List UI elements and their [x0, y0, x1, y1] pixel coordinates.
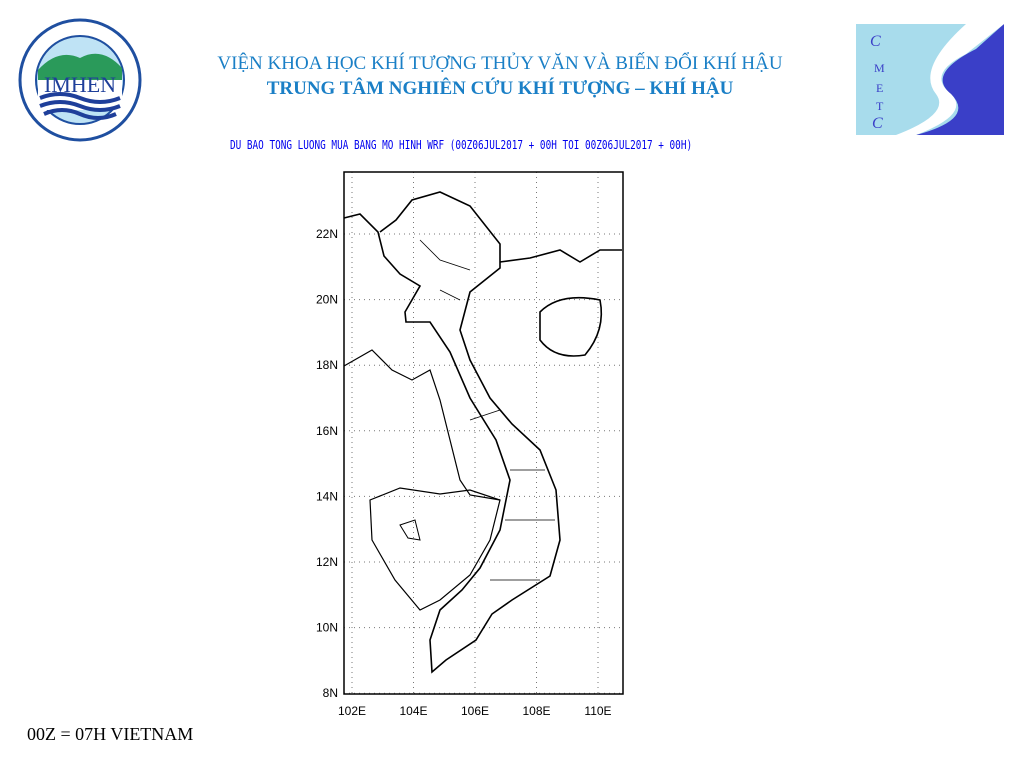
map-title: DU BAO TONG LUONG MUA BANG MO HINH WRF (… — [230, 138, 693, 152]
lon-tick-label: 104E — [399, 704, 427, 718]
map-frame — [343, 171, 624, 695]
svg-text:M: M — [874, 61, 885, 75]
lon-tick-label: 110E — [584, 704, 611, 718]
lat-tick-label: 12N — [316, 555, 338, 569]
lat-tick-label: 10N — [316, 621, 338, 635]
lat-tick-label: 14N — [316, 489, 338, 503]
lon-tick-label: 106E — [461, 704, 489, 718]
svg-text:IMHEN: IMHEN — [44, 72, 116, 97]
timezone-note: 00Z = 07H VIETNAM — [27, 724, 194, 744]
svg-text:C: C — [870, 33, 881, 50]
svg-text:C: C — [872, 115, 883, 132]
coastline-and-borders — [343, 191, 622, 674]
lat-tick-label: 22N — [316, 227, 338, 241]
lat-tick-label: 8N — [323, 686, 338, 700]
imhen-logo: IMHEN — [18, 18, 142, 142]
svg-text:E: E — [876, 81, 883, 95]
lon-tick-label: 108E — [522, 704, 550, 718]
lat-tick-label: 20N — [316, 293, 338, 307]
center-title: TRUNG TÂM NGHIÊN CỨU KHÍ TƯỢNG – KHÍ HẬU — [266, 78, 734, 99]
cmetc-logo: C M E T C — [856, 24, 1004, 135]
lon-tick-label: 102E — [338, 704, 366, 718]
svg-text:T: T — [876, 99, 884, 113]
lat-tick-label: 18N — [316, 358, 338, 372]
lat-tick-label: 16N — [316, 424, 338, 438]
institute-title: VIỆN KHOA HỌC KHÍ TƯỢNG THỦY VĂN VÀ BIẾN… — [217, 53, 783, 74]
